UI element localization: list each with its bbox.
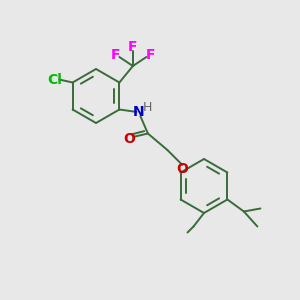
Text: H: H (142, 100, 152, 114)
Text: Cl: Cl (47, 73, 62, 86)
Text: N: N (133, 106, 145, 119)
Text: O: O (123, 132, 135, 146)
Text: F: F (146, 48, 155, 62)
Text: F: F (111, 48, 120, 62)
Text: O: O (176, 163, 188, 176)
Text: F: F (128, 40, 138, 54)
